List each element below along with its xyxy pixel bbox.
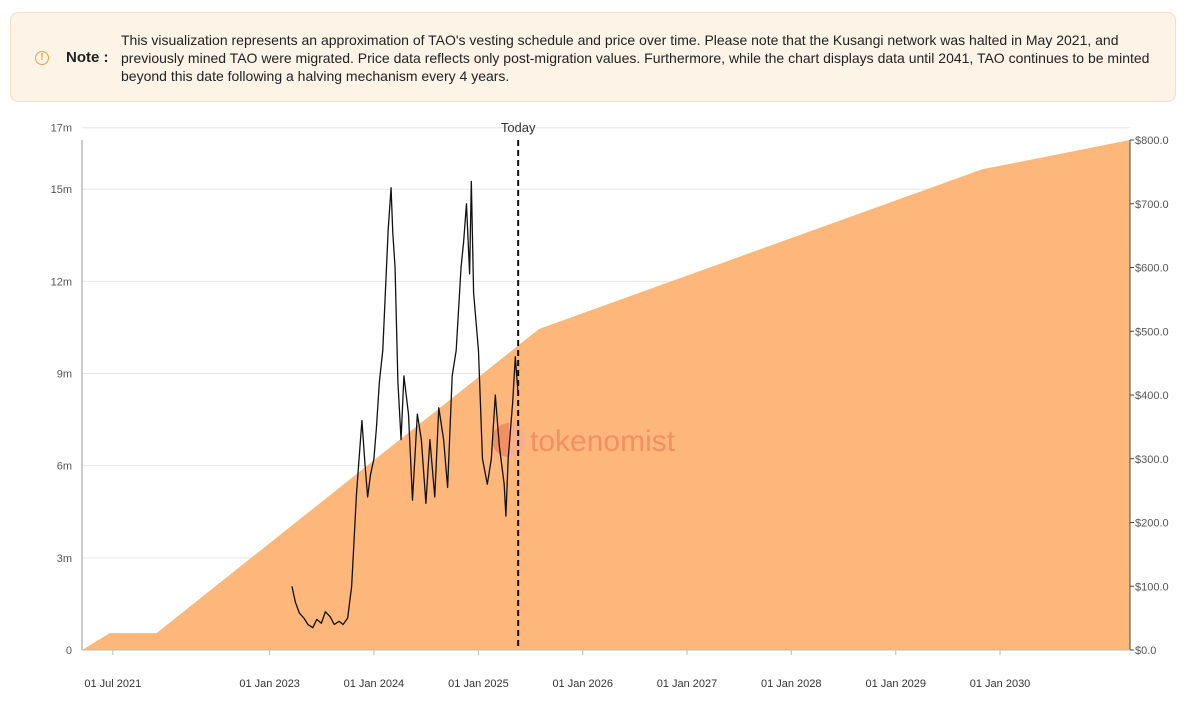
right-tick-label: $200.0 — [1135, 518, 1169, 530]
right-tick-label: $500.0 — [1135, 326, 1169, 338]
left-tick-label: 17m — [51, 123, 72, 135]
left-tick-label: 9m — [57, 368, 72, 380]
right-tick-label: $300.0 — [1135, 454, 1169, 466]
right-tick-label: $0.0 — [1135, 645, 1156, 657]
x-tick-label: 01 Jan 2024 — [344, 678, 405, 690]
note-banner: ! Note : This visualization represents a… — [10, 12, 1176, 102]
x-axis-ticks: 01 Jul 2021 01 Jan 2023 01 Jan 2024 01 Jan … — [84, 650, 1030, 690]
x-tick-label: 01 Jan 2023 — [239, 678, 300, 690]
right-tick-label: $600.0 — [1135, 263, 1169, 275]
x-tick-label: 01 Jul 2021 — [84, 678, 141, 690]
x-tick-label: 01 Jan 2028 — [761, 678, 822, 690]
watermark-text: tokenomist — [530, 425, 676, 458]
left-tick-label: 0 — [66, 645, 72, 657]
today-label: Today — [501, 120, 536, 135]
vesting-chart: 0 3m 6m 9m 12m 15m 17m $0.0 $100.0 $200.0 $300.0 $… — [0, 105, 1195, 700]
x-tick-label: 01 Jan 2025 — [448, 678, 509, 690]
right-tick-label: $400.0 — [1135, 390, 1169, 402]
x-tick-label: 01 Jan 2030 — [970, 678, 1031, 690]
note-label: Note : — [66, 49, 109, 66]
x-tick-label: 01 Jan 2029 — [865, 678, 926, 690]
left-tick-label: 3m — [57, 553, 72, 565]
right-axis-ticks: $0.0 $100.0 $200.0 $300.0 $400.0 $500.0 $600.0… — [1130, 135, 1169, 657]
left-tick-label: 12m — [51, 276, 72, 288]
x-tick-label: 01 Jan 2026 — [552, 678, 613, 690]
supply-area — [82, 140, 1130, 650]
right-tick-label: $100.0 — [1135, 581, 1169, 593]
note-text: This visualization represents an approxi… — [121, 32, 1150, 84]
left-axis-ticks: 0 3m 6m 9m 12m 15m 17m — [51, 123, 72, 657]
info-circle-icon: ! — [35, 51, 49, 65]
x-tick-label: 01 Jan 2027 — [657, 678, 718, 690]
watermark: tokenomist — [492, 423, 676, 458]
right-tick-label: $700.0 — [1135, 199, 1169, 211]
right-tick-label: $800.0 — [1135, 135, 1169, 147]
price-line — [291, 180, 519, 629]
left-tick-label: 6m — [57, 461, 72, 473]
left-tick-label: 15m — [51, 184, 72, 196]
